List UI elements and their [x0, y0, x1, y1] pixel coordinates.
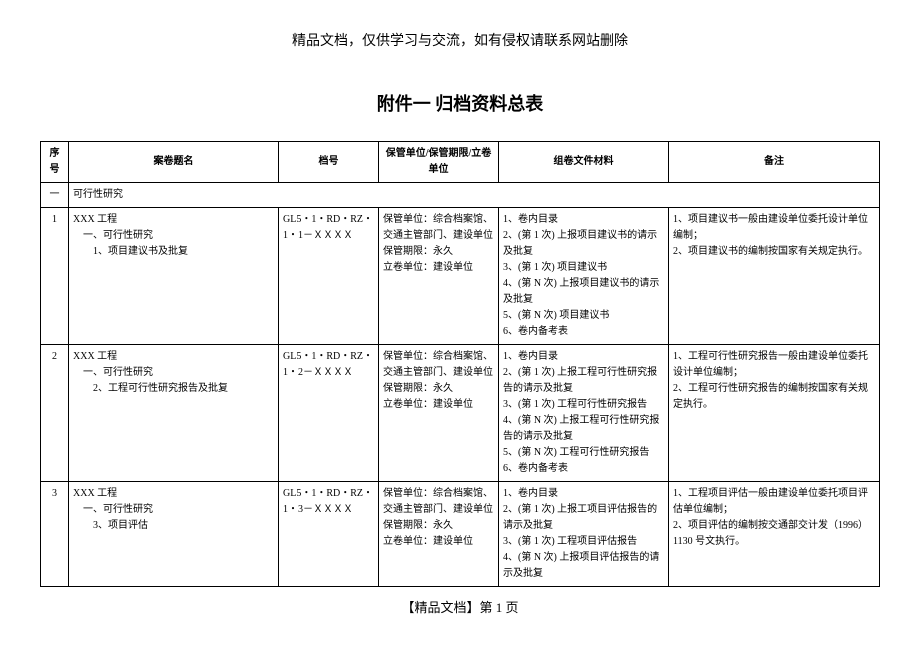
remark-line: 2、项目评估的编制按交通部交计发（1996）1130 号文执行。 — [673, 518, 875, 550]
page-footer: 【精品文档】第 1 页 — [40, 597, 880, 616]
unit-line: 保管单位：综合档案馆、交通主管部门、建设单位 — [383, 486, 494, 518]
name-line: XXX 工程 — [73, 212, 274, 228]
material-line: 5、(第 N 次) 工程可行性研究报告 — [503, 445, 664, 461]
material-line: 4、(第 N 次) 上报项目评估报告的请示及批复 — [503, 550, 664, 582]
col-header-unit: 保管单位/保管期限/立卷单位 — [379, 142, 499, 183]
code-line: 1・2－ＸＸＸＸ — [283, 365, 374, 381]
col-header-seq: 序号 — [41, 142, 69, 183]
material-line: 1、卷内目录 — [503, 212, 664, 228]
row-materials: 1、卷内目录2、(第 1 次) 上报项目建议书的请示及批复3、(第 1 次) 项… — [499, 208, 669, 345]
remark-line: 1、项目建议书一般由建设单位委托设计单位编制； — [673, 212, 875, 244]
material-line: 2、(第 1 次) 上报项目建议书的请示及批复 — [503, 228, 664, 260]
table-row: 3XXX 工程一、可行性研究3、项目评估GL5・1・RD・RZ・1・3－ＸＸＸＸ… — [41, 482, 880, 587]
table-row: 1XXX 工程一、可行性研究1、项目建议书及批复GL5・1・RD・RZ・1・1－… — [41, 208, 880, 345]
section-name: 可行性研究 — [69, 183, 880, 208]
row-name: XXX 工程一、可行性研究3、项目评估 — [69, 482, 279, 587]
material-line: 3、(第 1 次) 工程项目评估报告 — [503, 534, 664, 550]
remark-line: 2、工程可行性研究报告的编制按国家有关规定执行。 — [673, 381, 875, 413]
unit-line: 保管期限：永久 — [383, 381, 494, 397]
unit-line: 保管期限：永久 — [383, 244, 494, 260]
row-materials: 1、卷内目录2、(第 1 次) 上报工项目评估报告的请示及批复3、(第 1 次)… — [499, 482, 669, 587]
col-header-materials: 组卷文件材料 — [499, 142, 669, 183]
material-line: 6、卷内备考表 — [503, 461, 664, 477]
material-line: 3、(第 1 次) 工程可行性研究报告 — [503, 397, 664, 413]
row-seq: 3 — [41, 482, 69, 587]
material-line: 2、(第 1 次) 上报工程可行性研究报告的请示及批复 — [503, 365, 664, 397]
row-name: XXX 工程一、可行性研究2、工程可行性研究报告及批复 — [69, 345, 279, 482]
row-seq: 1 — [41, 208, 69, 345]
unit-line: 保管期限：永久 — [383, 518, 494, 534]
name-line: 一、可行性研究 — [73, 502, 274, 518]
unit-line: 立卷单位：建设单位 — [383, 534, 494, 550]
unit-line: 保管单位：综合档案馆、交通主管部门、建设单位 — [383, 212, 494, 244]
row-seq: 2 — [41, 345, 69, 482]
name-line: 2、工程可行性研究报告及批复 — [73, 381, 274, 397]
code-line: GL5・1・RD・RZ・ — [283, 212, 374, 228]
code-line: GL5・1・RD・RZ・ — [283, 486, 374, 502]
material-line: 6、卷内备考表 — [503, 324, 664, 340]
col-header-name: 案卷题名 — [69, 142, 279, 183]
col-header-code: 档号 — [279, 142, 379, 183]
unit-line: 立卷单位：建设单位 — [383, 397, 494, 413]
row-unit: 保管单位：综合档案馆、交通主管部门、建设单位保管期限：永久立卷单位：建设单位 — [379, 482, 499, 587]
table-header-row: 序号 案卷题名 档号 保管单位/保管期限/立卷单位 组卷文件材料 备注 — [41, 142, 880, 183]
remark-line: 1、工程可行性研究报告一般由建设单位委托设计单位编制； — [673, 349, 875, 381]
unit-line: 立卷单位：建设单位 — [383, 260, 494, 276]
material-line: 1、卷内目录 — [503, 486, 664, 502]
table-row: 2XXX 工程一、可行性研究2、工程可行性研究报告及批复GL5・1・RD・RZ・… — [41, 345, 880, 482]
material-line: 4、(第 N 次) 上报工程可行性研究报告的请示及批复 — [503, 413, 664, 445]
name-line: XXX 工程 — [73, 349, 274, 365]
row-code: GL5・1・RD・RZ・1・1－ＸＸＸＸ — [279, 208, 379, 345]
name-line: 一、可行性研究 — [73, 365, 274, 381]
row-remarks: 1、工程可行性研究报告一般由建设单位委托设计单位编制；2、工程可行性研究报告的编… — [669, 345, 880, 482]
row-remarks: 1、项目建议书一般由建设单位委托设计单位编制；2、项目建议书的编制按国家有关规定… — [669, 208, 880, 345]
row-unit: 保管单位：综合档案馆、交通主管部门、建设单位保管期限：永久立卷单位：建设单位 — [379, 345, 499, 482]
material-line: 1、卷内目录 — [503, 349, 664, 365]
code-line: 1・3－ＸＸＸＸ — [283, 502, 374, 518]
unit-line: 保管单位：综合档案馆、交通主管部门、建设单位 — [383, 349, 494, 381]
name-line: 一、可行性研究 — [73, 228, 274, 244]
col-header-remarks: 备注 — [669, 142, 880, 183]
name-line: 1、项目建议书及批复 — [73, 244, 274, 260]
remark-line: 2、项目建议书的编制按国家有关规定执行。 — [673, 244, 875, 260]
code-line: GL5・1・RD・RZ・ — [283, 349, 374, 365]
row-materials: 1、卷内目录2、(第 1 次) 上报工程可行性研究报告的请示及批复3、(第 1 … — [499, 345, 669, 482]
name-line: 3、项目评估 — [73, 518, 274, 534]
notice-text: 精品文档，仅供学习与交流，如有侵权请联系网站删除 — [40, 30, 880, 50]
section-row: 一 可行性研究 — [41, 183, 880, 208]
archive-summary-table: 序号 案卷题名 档号 保管单位/保管期限/立卷单位 组卷文件材料 备注 一 可行… — [40, 141, 880, 587]
row-unit: 保管单位：综合档案馆、交通主管部门、建设单位保管期限：永久立卷单位：建设单位 — [379, 208, 499, 345]
remark-line: 1、工程项目评估一般由建设单位委托项目评估单位编制； — [673, 486, 875, 518]
section-seq: 一 — [41, 183, 69, 208]
row-name: XXX 工程一、可行性研究1、项目建议书及批复 — [69, 208, 279, 345]
row-code: GL5・1・RD・RZ・1・2－ＸＸＸＸ — [279, 345, 379, 482]
material-line: 5、(第 N 次) 项目建议书 — [503, 308, 664, 324]
code-line: 1・1－ＸＸＸＸ — [283, 228, 374, 244]
name-line: XXX 工程 — [73, 486, 274, 502]
material-line: 2、(第 1 次) 上报工项目评估报告的请示及批复 — [503, 502, 664, 534]
row-code: GL5・1・RD・RZ・1・3－ＸＸＸＸ — [279, 482, 379, 587]
page-title: 附件一 归档资料总表 — [40, 90, 880, 116]
material-line: 3、(第 1 次) 项目建议书 — [503, 260, 664, 276]
material-line: 4、(第 N 次) 上报项目建议书的请示及批复 — [503, 276, 664, 308]
row-remarks: 1、工程项目评估一般由建设单位委托项目评估单位编制；2、项目评估的编制按交通部交… — [669, 482, 880, 587]
table-body: 一 可行性研究 1XXX 工程一、可行性研究1、项目建议书及批复GL5・1・RD… — [41, 183, 880, 587]
